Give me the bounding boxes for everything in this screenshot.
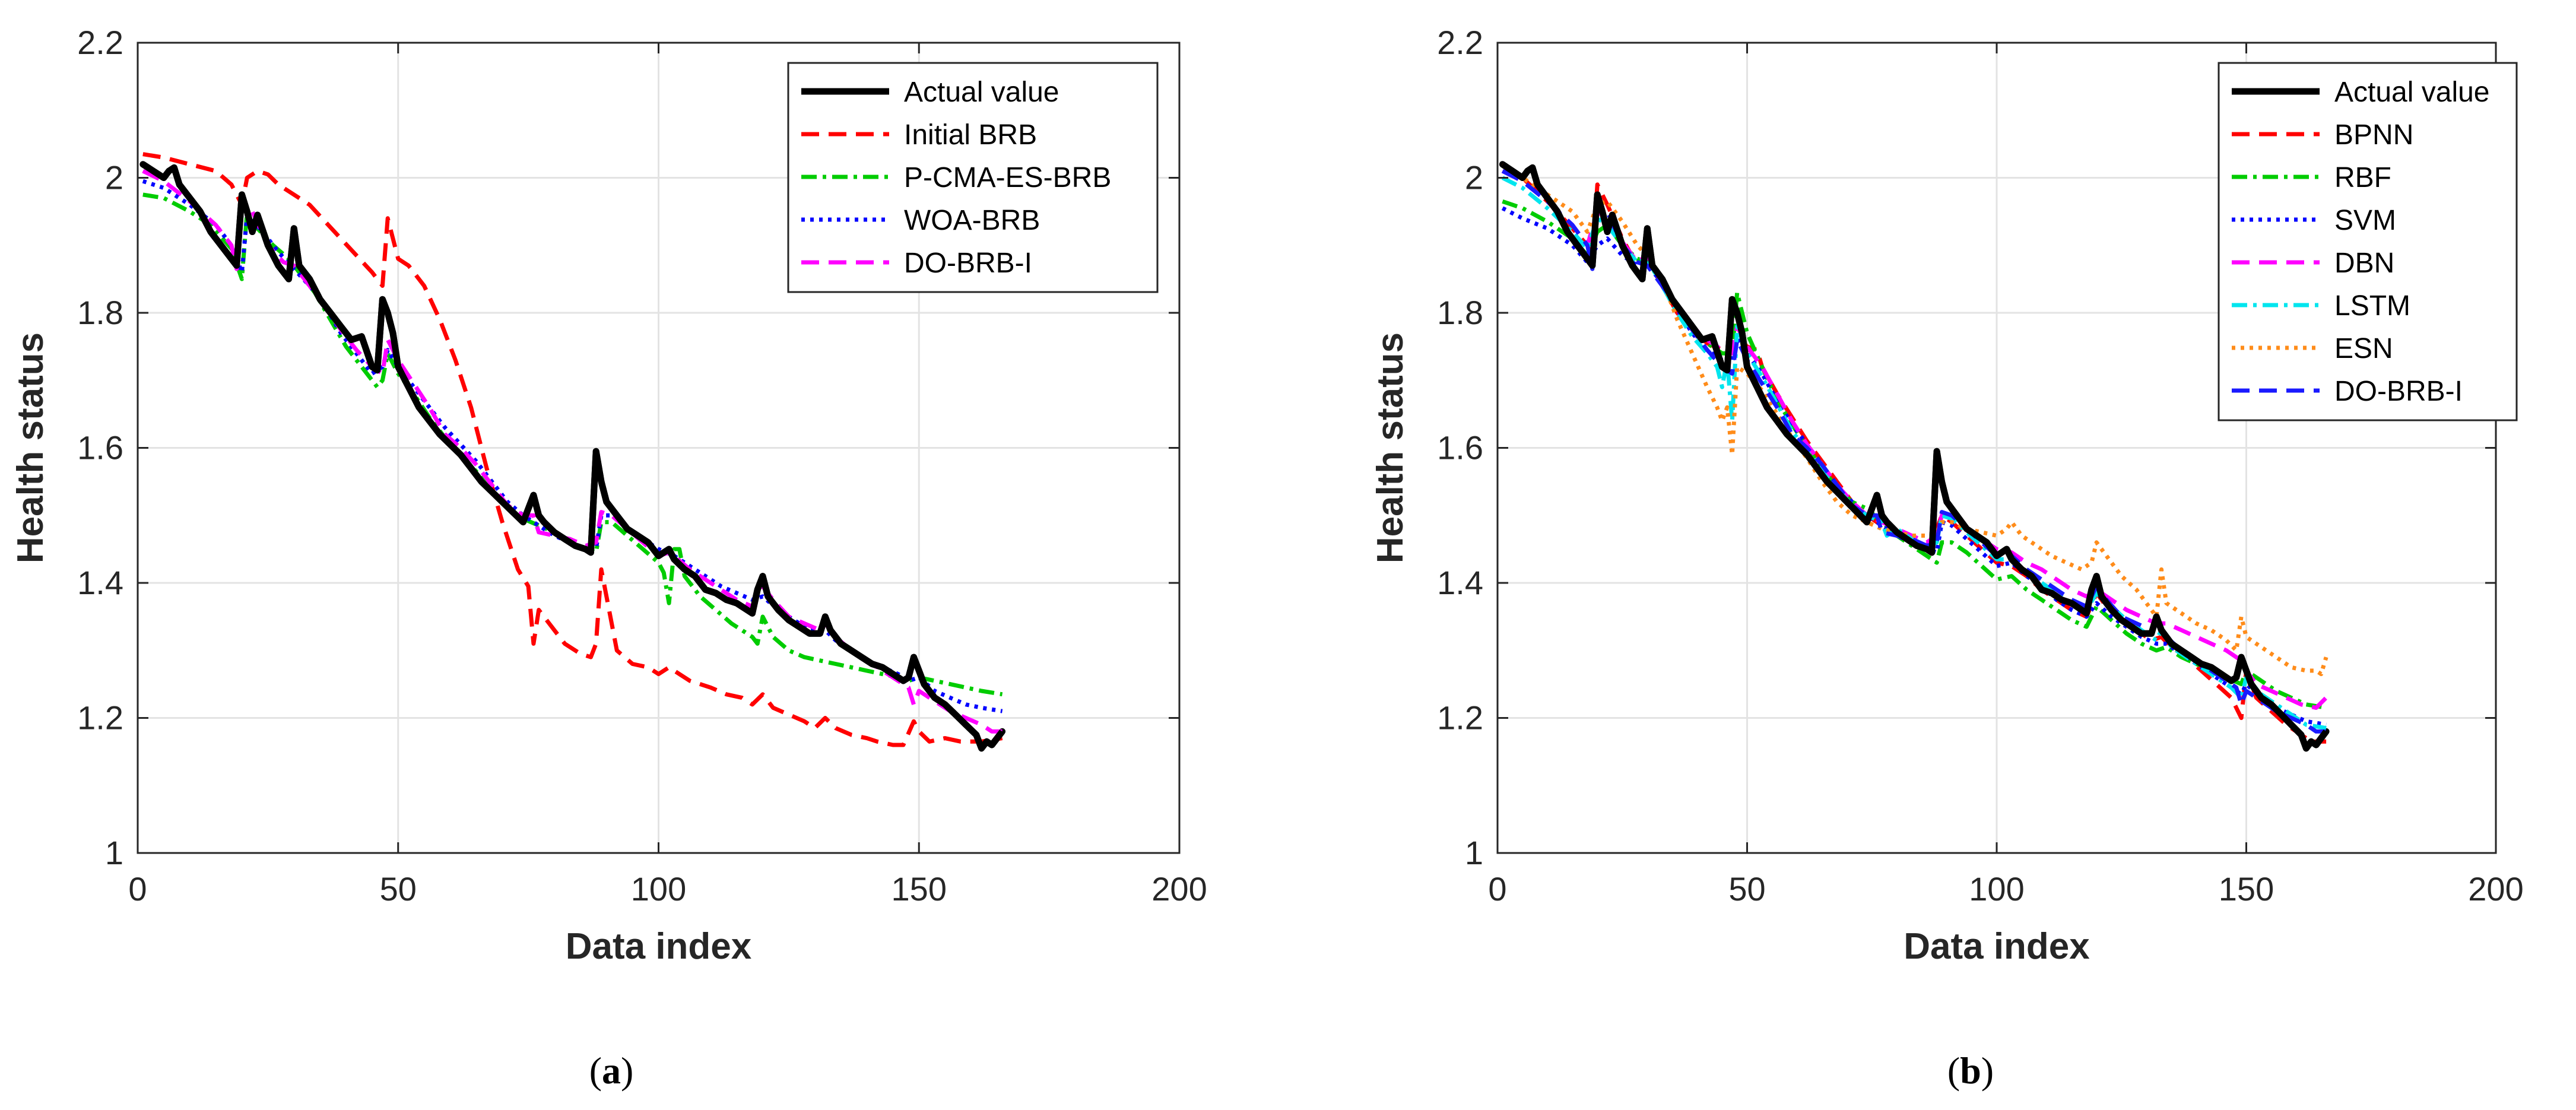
y-tick-label: 1.2 xyxy=(1437,699,1483,737)
y-tick-label: 1.6 xyxy=(1437,429,1483,467)
legend-entry: P-CMA-ES-BRB xyxy=(904,162,1111,194)
legend-entry: BPNN xyxy=(2334,119,2413,151)
series-group xyxy=(139,152,1006,752)
legend: Actual value Initial BRB P-CMA-ES-BRB WOA-B… xyxy=(787,62,1159,293)
panel-caption: (a) xyxy=(589,1049,634,1092)
legend-entry: DBN xyxy=(2334,248,2394,279)
x-tick-label: 200 xyxy=(2468,870,2523,908)
y-tick-label: 1.2 xyxy=(77,699,123,737)
y-tick-label: 1.6 xyxy=(77,429,123,467)
legend-entry: Actual value xyxy=(2334,77,2490,108)
y-tick-label: 1.8 xyxy=(1437,294,1483,331)
x-tick-label: 150 xyxy=(2219,870,2274,908)
y-axis-label: Health status xyxy=(10,332,51,563)
legend-entry: Actual value xyxy=(904,77,1059,108)
ticks: 0 50 100 150 200 1 1.2 1.4 1.6 1.8 2 2.2 xyxy=(77,24,1207,908)
x-tick-label: 50 xyxy=(380,870,417,908)
series-line-actual-value-overlay xyxy=(1500,161,2329,752)
series-line-initial-brb xyxy=(142,152,1003,747)
series-line-rbf xyxy=(1502,199,2327,710)
legend-entry: LSTM xyxy=(2334,290,2410,322)
x-tick-label: 150 xyxy=(892,870,947,908)
panel-b: 0 50 100 150 200 1 1.2 1.4 1.6 1.8 2 2.2 Data index H… xyxy=(1370,24,2524,1092)
legend-entry: DO-BRB-I xyxy=(2334,376,2463,407)
x-tick-label: 50 xyxy=(1728,870,1765,908)
y-tick-label: 1.8 xyxy=(77,294,123,331)
x-tick-label: 200 xyxy=(1151,870,1207,908)
legend: Actual value BPNN RBF SVM DBN LSTM ESN DO-BRB-I xyxy=(2217,62,2518,421)
series-line-svm xyxy=(1501,206,2327,727)
series-line-esn xyxy=(1501,162,2328,677)
series-line-p-cma-es-brb xyxy=(142,192,1003,697)
x-axis-label: Data index xyxy=(1904,926,2090,967)
legend-box xyxy=(2217,62,2518,421)
y-tick-label: 1 xyxy=(105,834,123,871)
legend-box xyxy=(787,62,1159,293)
x-tick-label: 100 xyxy=(631,870,686,908)
legend-entry: Initial BRB xyxy=(904,119,1037,151)
x-tick-label: 0 xyxy=(1488,870,1506,908)
x-tick-label: 0 xyxy=(128,870,147,908)
ticks: 0 50 100 150 200 1 1.2 1.4 1.6 1.8 2 2.2 xyxy=(1437,24,2524,908)
y-tick-label: 2 xyxy=(105,159,123,196)
legend-entry: WOA-BRB xyxy=(904,205,1040,236)
y-tick-label: 2 xyxy=(1465,159,1483,196)
legend-entry: ESN xyxy=(2334,333,2393,364)
legend-entry: DO-BRB-I xyxy=(904,248,1032,279)
y-tick-label: 1.4 xyxy=(77,564,123,601)
series-line-actual-value-overlay xyxy=(141,161,1005,752)
series-group xyxy=(1499,161,2330,752)
y-tick-label: 1.4 xyxy=(1437,564,1483,601)
x-axis-label: Data index xyxy=(566,926,752,967)
y-tick-label: 2.2 xyxy=(77,24,123,61)
panel-caption: (b) xyxy=(1947,1049,1994,1092)
y-tick-label: 2.2 xyxy=(1437,24,1483,61)
y-axis-label: Health status xyxy=(1370,332,1411,563)
panel-a: 0 50 100 150 200 1 1.2 1.4 1.6 1.8 2 2.2 Data index H… xyxy=(10,24,1207,1092)
x-tick-label: 100 xyxy=(1969,870,2024,908)
legend-entry: SVM xyxy=(2334,205,2396,236)
y-tick-label: 1 xyxy=(1465,834,1483,871)
legend-entry: RBF xyxy=(2334,162,2391,194)
